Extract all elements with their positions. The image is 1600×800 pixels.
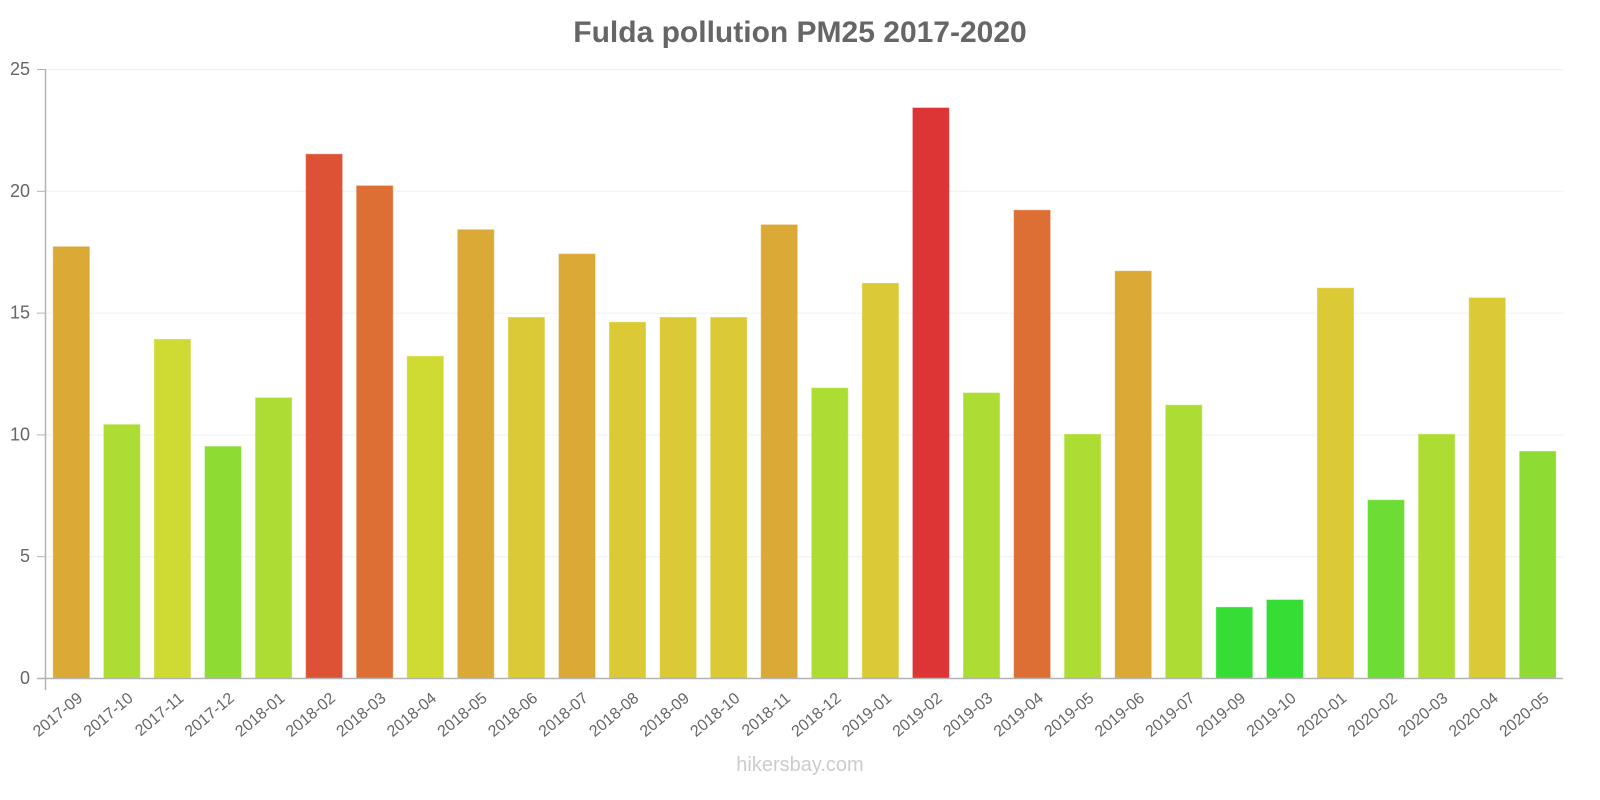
bar-2020-02[interactable]: [1367, 499, 1405, 679]
x-tick-label: 2018-09: [637, 690, 693, 741]
y-tick-label: 0: [20, 668, 30, 688]
x-tick-label: 2020-01: [1294, 690, 1350, 741]
x-tick-label: 2020-05: [1497, 690, 1553, 741]
bar-2018-04[interactable]: [406, 355, 444, 679]
x-tick-label: 2018-03: [334, 690, 390, 741]
bar-2020-04[interactable]: [1468, 297, 1506, 679]
x-tick-label: 2019-10: [1244, 690, 1300, 741]
x-tick-label: 2019-04: [991, 690, 1047, 741]
x-tick-label: 2018-07: [536, 690, 592, 741]
x-tick-label: 2017-12: [182, 690, 238, 741]
bar-2020-05[interactable]: [1519, 451, 1557, 679]
chart-title: Fulda pollution PM25 2017-2020: [573, 16, 1027, 49]
bar-2019-06[interactable]: [1114, 270, 1152, 679]
y-tick-label: 15: [10, 303, 30, 323]
bar-2017-10[interactable]: [103, 424, 141, 679]
x-tick-label: 2017-10: [81, 690, 137, 741]
x-tick-label: 2019-07: [1143, 690, 1199, 741]
y-tick-label: 25: [10, 59, 30, 79]
x-axis-ticks: 2017-092017-102017-112017-122018-012018-…: [30, 690, 1552, 741]
bar-2018-10[interactable]: [710, 317, 748, 679]
bar-2019-04[interactable]: [1013, 209, 1051, 679]
axes: [37, 69, 1563, 690]
y-tick-label: 5: [20, 546, 30, 566]
bar-2019-09[interactable]: [1215, 606, 1253, 679]
x-tick-label: 2018-05: [435, 690, 491, 741]
x-tick-label: 2018-10: [688, 690, 744, 741]
bar-2018-06[interactable]: [507, 317, 545, 679]
bar-2018-11[interactable]: [760, 224, 798, 679]
bar-2019-01[interactable]: [861, 282, 899, 679]
bar-2018-09[interactable]: [659, 317, 697, 679]
x-tick-label: 2018-04: [384, 690, 440, 741]
bar-2019-07[interactable]: [1165, 404, 1203, 679]
x-tick-label: 2018-02: [283, 690, 339, 741]
bar-2018-03[interactable]: [356, 185, 394, 679]
bar-2018-05[interactable]: [457, 229, 495, 679]
x-tick-label: 2017-11: [132, 690, 187, 740]
x-tick-label: 2019-09: [1193, 690, 1249, 741]
y-tick-label: 10: [10, 424, 30, 444]
x-tick-label: 2018-06: [485, 690, 541, 741]
bar-2018-07[interactable]: [558, 253, 596, 679]
bar-2019-02[interactable]: [912, 107, 950, 679]
x-tick-label: 2018-08: [586, 690, 642, 741]
x-tick-label: 2019-03: [940, 690, 996, 741]
bars: [52, 107, 1557, 679]
x-tick-label: 2020-02: [1345, 690, 1401, 741]
bar-2017-12[interactable]: [204, 446, 242, 679]
y-axis-ticks: 0 5 10 15 20 25: [10, 59, 45, 688]
bar-2017-09[interactable]: [52, 246, 90, 679]
bar-2018-12[interactable]: [811, 387, 849, 679]
bar-2019-10[interactable]: [1266, 599, 1304, 679]
bar-2018-02[interactable]: [305, 153, 343, 679]
x-tick-label: 2019-05: [1042, 690, 1098, 741]
bar-2018-08[interactable]: [609, 321, 646, 679]
x-tick-label: 2019-02: [890, 690, 946, 741]
y-tick-label: 20: [10, 181, 30, 201]
bar-2019-03[interactable]: [963, 392, 1000, 679]
x-tick-label: 2018-11: [739, 690, 794, 740]
x-tick-label: 2020-03: [1395, 690, 1451, 741]
bar-2020-03[interactable]: [1418, 433, 1456, 679]
watermark: hikersbay.com: [736, 754, 864, 776]
bar-2020-01[interactable]: [1317, 287, 1354, 679]
x-tick-label: 2018-12: [789, 690, 845, 741]
bar-2017-11[interactable]: [153, 338, 191, 679]
x-tick-label: 2019-01: [839, 690, 895, 741]
bar-2018-01[interactable]: [255, 397, 293, 679]
x-tick-label: 2019-06: [1092, 690, 1148, 741]
gridlines: [46, 69, 1563, 558]
bar-2019-05[interactable]: [1064, 433, 1102, 679]
x-tick-label: 2018-01: [232, 690, 288, 741]
x-tick-label: 2017-09: [30, 690, 86, 741]
x-tick-label: 2020-04: [1446, 690, 1502, 741]
